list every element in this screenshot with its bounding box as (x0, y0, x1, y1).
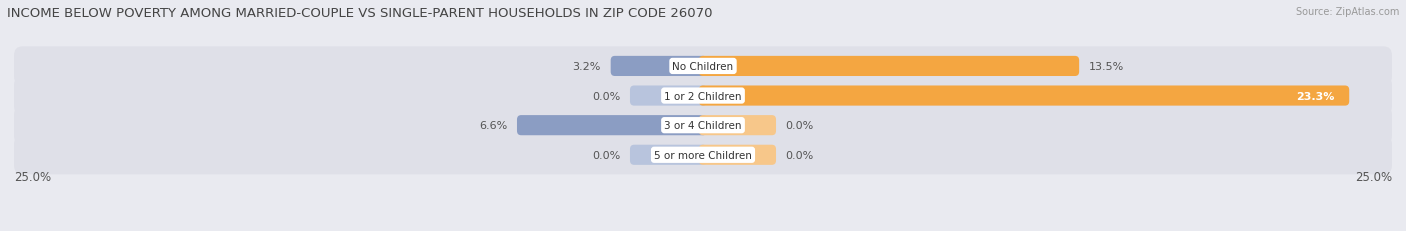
Text: 0.0%: 0.0% (786, 150, 814, 160)
Text: No Children: No Children (672, 62, 734, 72)
Text: Source: ZipAtlas.com: Source: ZipAtlas.com (1295, 7, 1399, 17)
Text: 25.0%: 25.0% (1355, 170, 1392, 183)
Text: 25.0%: 25.0% (14, 170, 51, 183)
FancyBboxPatch shape (14, 77, 1392, 116)
Text: 0.0%: 0.0% (592, 150, 620, 160)
FancyBboxPatch shape (14, 136, 1392, 175)
FancyBboxPatch shape (699, 57, 1080, 77)
FancyBboxPatch shape (610, 57, 707, 77)
FancyBboxPatch shape (699, 116, 776, 136)
Text: 5 or more Children: 5 or more Children (654, 150, 752, 160)
Text: 13.5%: 13.5% (1088, 62, 1123, 72)
Legend: Married Couples, Single Parents: Married Couples, Single Parents (586, 228, 820, 231)
FancyBboxPatch shape (699, 86, 1350, 106)
FancyBboxPatch shape (630, 145, 707, 165)
FancyBboxPatch shape (699, 145, 776, 165)
Text: 3.2%: 3.2% (572, 62, 600, 72)
Text: 0.0%: 0.0% (592, 91, 620, 101)
Text: 1 or 2 Children: 1 or 2 Children (664, 91, 742, 101)
Text: 3 or 4 Children: 3 or 4 Children (664, 121, 742, 131)
Text: 23.3%: 23.3% (1296, 91, 1334, 101)
FancyBboxPatch shape (14, 47, 1392, 86)
FancyBboxPatch shape (14, 106, 1392, 145)
Text: INCOME BELOW POVERTY AMONG MARRIED-COUPLE VS SINGLE-PARENT HOUSEHOLDS IN ZIP COD: INCOME BELOW POVERTY AMONG MARRIED-COUPL… (7, 7, 713, 20)
FancyBboxPatch shape (630, 86, 707, 106)
FancyBboxPatch shape (517, 116, 707, 136)
Text: 0.0%: 0.0% (786, 121, 814, 131)
Text: 6.6%: 6.6% (479, 121, 508, 131)
